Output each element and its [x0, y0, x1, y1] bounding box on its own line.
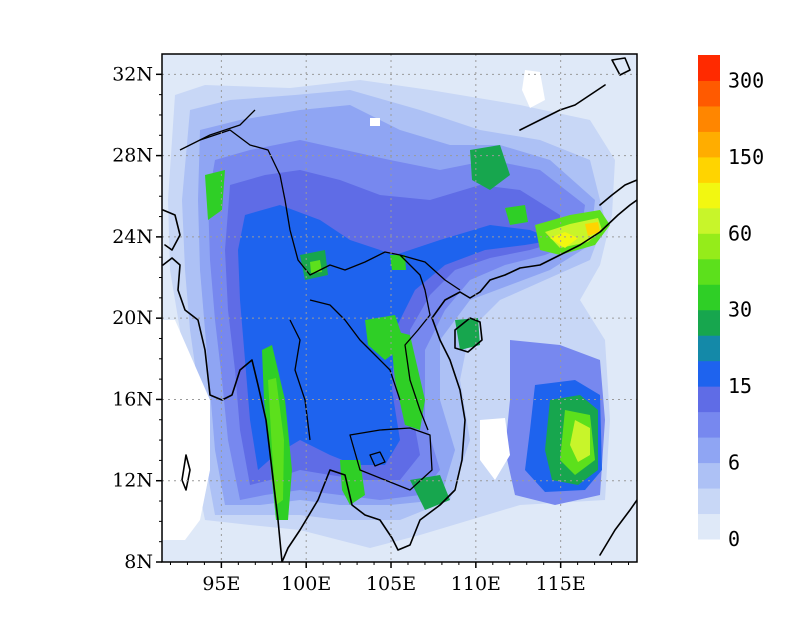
precip-hotspot-yellow-2 — [585, 222, 600, 236]
colorbar-swatch — [698, 411, 720, 438]
colorbar-label: 15 — [728, 374, 752, 398]
coast-andaman — [181, 454, 191, 491]
colorbar-swatch — [698, 105, 720, 132]
colorbar-swatch — [698, 309, 720, 336]
precip-sea-blob-yellowgreen — [570, 420, 590, 462]
precip-gap-2 — [480, 418, 510, 480]
colorbar-label: 6 — [728, 451, 740, 475]
colorbar-swatch — [698, 55, 720, 81]
colorbar-label: 300 — [728, 68, 764, 92]
colorbar-swatch — [698, 156, 720, 183]
plot-frame — [161, 53, 638, 563]
colorbar-swatch — [698, 335, 720, 362]
colorbar-swatch — [698, 284, 720, 311]
coast-thailand-gulf — [281, 199, 637, 562]
border-myanmar-china — [199, 129, 401, 276]
lat-tick-label: 16N — [112, 388, 153, 410]
colorbar-swatch — [698, 80, 720, 107]
precip-streak-green-2 — [268, 378, 284, 505]
coast-taiwan — [611, 57, 631, 76]
colorbar-swatch — [698, 437, 720, 464]
lat-axis: 8N 12N 16N 20N 24N 28N 32N — [112, 63, 162, 573]
precip-streak-green-3 — [205, 170, 225, 220]
precip-hotspot-small-green — [505, 205, 528, 225]
border-cambodia — [349, 427, 433, 491]
lat-tick-label: 24N — [112, 226, 153, 248]
colorbar-swatch — [698, 182, 720, 209]
colorbar-label: 30 — [728, 298, 752, 322]
precip-streak-green-6 — [390, 330, 425, 430]
lat-tick-label: 8N — [124, 551, 153, 573]
coast-hainan — [454, 317, 483, 353]
colorbar-label: 60 — [728, 221, 752, 245]
lat-tick-label: 32N — [112, 63, 153, 85]
lat-tick-label: 12N — [112, 470, 153, 492]
colorbar-swatch — [698, 488, 720, 515]
precip-hotspot-yellow — [550, 232, 578, 248]
coast-china-east — [599, 179, 637, 206]
precip-streak-green-9 — [410, 475, 450, 510]
coastlines — [162, 57, 637, 562]
lake-tonle-sap — [369, 451, 386, 467]
precip-gap-1 — [522, 70, 545, 108]
lon-tick-label: 105E — [366, 573, 416, 595]
border-laos-vietnam — [399, 254, 431, 431]
coast-myanmar-india — [162, 257, 283, 562]
gridlines — [162, 54, 637, 562]
border-thailand-laos — [309, 299, 401, 401]
border-tibet — [179, 109, 256, 151]
colorbar-swatch — [698, 233, 720, 260]
colorbar-swatch — [698, 462, 720, 489]
precip-hotspot-small-green-3 — [310, 260, 322, 273]
lon-tick-label: 115E — [536, 573, 586, 595]
precip-hotspot-small-green-2 — [390, 255, 406, 270]
colorbar-label: 0 — [728, 527, 740, 551]
lon-tick-label: 100E — [281, 573, 331, 595]
precip-gap-3 — [370, 118, 380, 126]
border-myanmar-thailand — [289, 319, 311, 441]
coast-bangladesh — [162, 209, 181, 251]
border-china-vietnam — [399, 254, 461, 291]
colorbar-swatch — [698, 131, 720, 158]
lat-tick-label: 28N — [112, 145, 153, 167]
lon-tick-label: 95E — [202, 573, 240, 595]
country-borders — [179, 109, 461, 491]
coast-east-china-top — [519, 84, 606, 131]
colorbar-swatch — [698, 207, 720, 234]
coast-philippines — [599, 499, 637, 556]
precip-streak-green-7 — [470, 145, 510, 190]
colorbar-swatch — [698, 513, 720, 540]
colorbar-swatch — [698, 360, 720, 387]
lat-tick-label: 20N — [112, 307, 153, 329]
colorbar-swatch — [698, 258, 720, 285]
precip-field — [163, 70, 615, 548]
lon-axis: 95E 100E 105E 110E 115E — [169, 562, 630, 595]
lon-tick-label: 110E — [451, 573, 501, 595]
colorbar-swatch — [698, 386, 720, 413]
map-plot-area — [162, 54, 637, 562]
colorbar: 0 6 15 30 60 150 300 — [698, 55, 764, 551]
precip-streak-green-10 — [340, 460, 365, 505]
colorbar-label: 150 — [728, 145, 764, 169]
precip-gap-4 — [163, 320, 210, 540]
